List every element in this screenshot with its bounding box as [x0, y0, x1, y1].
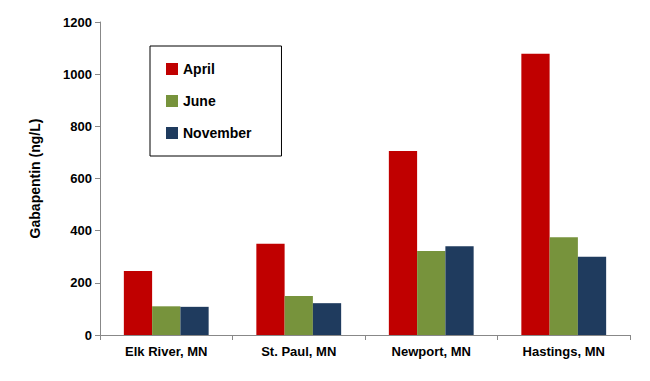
- svg-text:Elk River, MN: Elk River, MN: [125, 344, 207, 359]
- svg-text:St. Paul, MN: St. Paul, MN: [261, 344, 336, 359]
- svg-text:Gabapentin (ng/L): Gabapentin (ng/L): [27, 119, 43, 239]
- svg-text:Newport, MN: Newport, MN: [392, 344, 471, 359]
- svg-text:200: 200: [70, 275, 92, 290]
- svg-text:June: June: [183, 93, 216, 109]
- svg-text:600: 600: [70, 171, 92, 186]
- svg-text:800: 800: [70, 119, 92, 134]
- svg-text:0: 0: [85, 328, 92, 343]
- svg-text:November: November: [183, 125, 252, 141]
- svg-text:1000: 1000: [63, 67, 92, 82]
- svg-text:400: 400: [70, 223, 92, 238]
- svg-text:April: April: [183, 61, 215, 77]
- svg-text:1200: 1200: [63, 15, 92, 30]
- svg-text:Hastings, MN: Hastings, MN: [523, 344, 605, 359]
